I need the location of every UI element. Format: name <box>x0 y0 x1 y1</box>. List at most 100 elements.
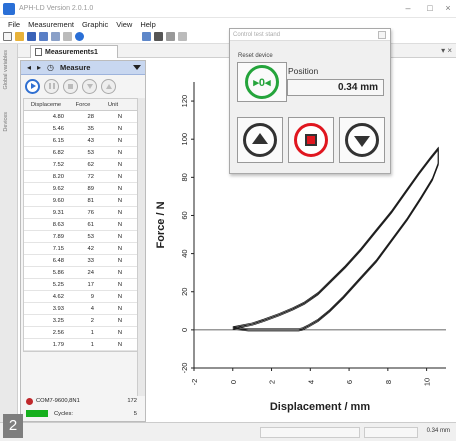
chart-view-icon[interactable] <box>142 32 151 41</box>
table-row[interactable]: 5.86 24 N <box>24 267 138 279</box>
table-row[interactable]: 5.25 17 N <box>24 279 138 291</box>
arrow-down-icon <box>86 83 93 89</box>
y-tick-label: 0 <box>180 328 189 332</box>
stop-device-button[interactable] <box>288 117 334 163</box>
cell-displacement: 8.63 <box>52 221 64 228</box>
move-down-button[interactable] <box>339 117 385 163</box>
status-segment <box>364 427 418 438</box>
cell-displacement: 4.62 <box>52 293 64 300</box>
cell-unit: N <box>117 161 122 168</box>
table-row[interactable]: 7.15 42 N <box>24 243 138 255</box>
app-title: APH-LD Version 2.0.1.0 <box>19 5 94 12</box>
cycles-progress-bar <box>26 410 48 417</box>
table-row[interactable]: 7.89 53 N <box>24 231 138 243</box>
dialog-close-button[interactable] <box>378 31 386 39</box>
table-row[interactable]: 9.31 76 N <box>24 207 138 219</box>
cell-force: 35 <box>87 125 94 132</box>
table-row[interactable]: 6.82 53 N <box>24 147 138 159</box>
cell-force: 53 <box>87 149 94 156</box>
next-arrow-icon[interactable]: ▸ <box>37 63 42 72</box>
cell-displacement: 2.56 <box>52 329 64 336</box>
table-row[interactable]: 7.52 62 N <box>24 159 138 171</box>
prev-arrow-icon[interactable]: ◂ <box>27 63 32 72</box>
measure-controls <box>21 76 145 96</box>
table-row[interactable]: 3.25 2 N <box>24 315 138 327</box>
print-icon[interactable] <box>63 32 72 41</box>
table-body: 4.80 28 N 5.46 35 N 6.15 43 N 6.82 53 N 7.52 62 N 8.20 7… <box>24 111 138 351</box>
down-button[interactable] <box>82 78 97 94</box>
close-icon[interactable]: × <box>445 3 451 13</box>
cell-displacement: 6.15 <box>52 137 64 144</box>
cell-force: 62 <box>87 161 94 168</box>
reset-device-button[interactable]: ▸0◂ <box>237 62 287 102</box>
cell-force: 4 <box>90 305 94 312</box>
y-tick-label: 20 <box>180 288 189 296</box>
control-test-stand-dialog: Control test stand Reset device ▸0◂ Posi… <box>229 28 391 174</box>
table-view-icon[interactable] <box>154 32 163 41</box>
chevron-down-icon[interactable] <box>133 65 141 70</box>
cell-displacement: 7.15 <box>52 245 64 252</box>
table-row[interactable]: 5.46 35 N <box>24 123 138 135</box>
column-header-force[interactable]: Force <box>75 101 91 108</box>
table-row[interactable]: 6.15 43 N <box>24 135 138 147</box>
cell-unit: N <box>117 341 122 348</box>
table-row[interactable]: 1.79 1 N <box>24 339 138 351</box>
cell-unit: N <box>117 269 122 276</box>
cell-displacement: 4.80 <box>52 113 64 120</box>
tab-menu-icon[interactable]: ▾ × <box>441 46 452 55</box>
cell-unit: N <box>117 317 122 324</box>
table-row[interactable]: 8.20 72 N <box>24 171 138 183</box>
table-row[interactable]: 6.48 33 N <box>24 255 138 267</box>
stop-button[interactable] <box>63 78 78 94</box>
side-tab-devices[interactable]: Devices <box>3 112 9 132</box>
menu-file[interactable]: File <box>8 19 21 29</box>
timer-icon: ◷ <box>47 63 55 72</box>
info-icon[interactable] <box>75 32 84 41</box>
menu-graphic[interactable]: Graphic <box>81 19 109 29</box>
minimize-icon[interactable]: – <box>405 3 411 13</box>
layout-icon[interactable] <box>166 32 175 41</box>
menu-help[interactable]: Help <box>140 19 156 29</box>
menu-view[interactable]: View <box>116 19 133 29</box>
cell-displacement: 7.52 <box>52 161 64 168</box>
table-row[interactable]: 2.56 1 N <box>24 327 138 339</box>
measurement-panel: ◂ ▸ ◷ Measure Displaceme Force Unit 4.80… <box>20 60 146 422</box>
export-icon[interactable] <box>51 32 60 41</box>
new-file-icon[interactable] <box>3 32 12 41</box>
up-button[interactable] <box>101 78 116 94</box>
table-header: Displaceme Force Unit <box>24 99 138 111</box>
menu-bar: File Measurement Graphic View Help <box>0 18 456 30</box>
table-row[interactable]: 3.93 4 N <box>24 303 138 315</box>
maximize-icon[interactable]: □ <box>427 3 433 13</box>
save-icon[interactable] <box>27 32 36 41</box>
table-row[interactable]: 9.60 81 N <box>24 195 138 207</box>
cell-force: 81 <box>87 197 94 204</box>
table-scrollbar[interactable] <box>137 98 145 396</box>
x-tick-label: 8 <box>384 380 393 384</box>
column-header-displacement[interactable]: Displaceme <box>30 101 62 108</box>
table-row[interactable]: 9.62 89 N <box>24 183 138 195</box>
column-header-unit[interactable]: Unit <box>107 101 119 108</box>
cell-displacement: 3.93 <box>52 305 64 312</box>
side-tab-strip: Global variables Devices <box>0 44 18 424</box>
play-button[interactable] <box>25 78 40 94</box>
connection-status-icon <box>26 397 33 405</box>
settings-icon[interactable] <box>178 32 187 41</box>
open-folder-icon[interactable] <box>15 32 24 41</box>
table-row[interactable]: 4.62 9 N <box>24 291 138 303</box>
table-row[interactable]: 4.80 28 N <box>24 111 138 123</box>
cell-unit: N <box>117 209 122 216</box>
cell-displacement: 5.46 <box>52 125 64 132</box>
cell-force: 33 <box>87 257 94 264</box>
menu-measurement[interactable]: Measurement <box>28 19 74 29</box>
x-axis-label: Displacement / mm <box>270 401 370 413</box>
move-up-button[interactable] <box>237 117 283 163</box>
cell-force: 76 <box>87 209 94 216</box>
save-all-icon[interactable] <box>39 32 48 41</box>
cell-unit: N <box>117 257 122 264</box>
tab-measurements1[interactable]: Measurements1 <box>30 45 118 58</box>
pause-button[interactable] <box>44 78 59 94</box>
table-row[interactable]: 8.63 61 N <box>24 219 138 231</box>
side-tab-global-variables[interactable]: Global variables <box>3 50 9 90</box>
cell-displacement: 6.48 <box>52 257 64 264</box>
